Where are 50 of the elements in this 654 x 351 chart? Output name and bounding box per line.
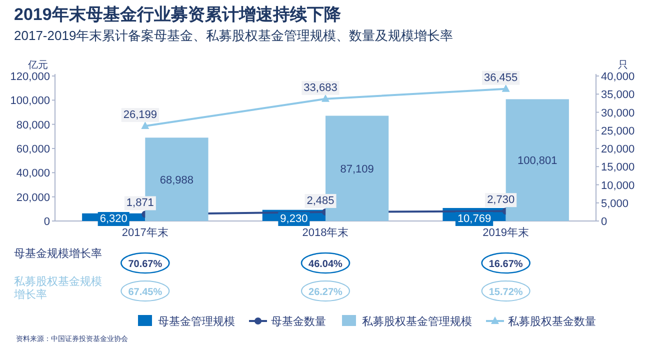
y2-tick-label: 35,000	[601, 89, 635, 102]
data-label: 2,485	[306, 194, 334, 207]
text: 15.72%	[488, 287, 523, 298]
x-tick-label: 2017年末	[122, 226, 168, 239]
point	[502, 84, 510, 92]
text: 母基金规模增长率	[14, 248, 103, 261]
y2-tick-label: 10,000	[601, 180, 635, 192]
chart-subtitle: 2017-2019年末累计备案母基金、私募股权基金管理规模、数量及规模增长率	[14, 28, 454, 43]
y2-tick-label: 30,000	[601, 107, 635, 120]
data-label: 9,230	[280, 213, 308, 225]
chart-title: 2019年末母基金行业募资累计增速持续下降	[14, 5, 342, 24]
data-label: 68,988	[160, 174, 194, 186]
y2-tick-label: 25,000	[601, 125, 635, 138]
y-tick-label: 100,000	[10, 95, 50, 108]
y-tick-label: 0	[44, 216, 50, 228]
text: 16.67%	[488, 259, 523, 270]
data-label: 36,455	[484, 72, 518, 84]
legend-label: 母基金管理规模	[158, 315, 235, 328]
x-tick-label: 2018年末	[302, 226, 349, 239]
legend-label: 母基金数量	[271, 315, 326, 328]
data-label: 87,109	[340, 163, 374, 176]
data-label: 1,871	[126, 197, 154, 210]
data-label: 100,801	[518, 155, 558, 168]
data-label: 6,320	[100, 213, 128, 225]
y2-tick-label: 40,000	[601, 71, 635, 83]
legend-label: 私募股权基金管理规模	[362, 315, 472, 328]
y-tick-label: 60,000	[16, 144, 50, 156]
y2-tick-label: 0	[601, 216, 608, 228]
y-tick-label: 120,000	[10, 71, 50, 83]
data-label: 10,769	[457, 213, 492, 225]
text: 26.27%	[308, 287, 343, 298]
y-tick-label: 20,000	[16, 192, 50, 204]
data-label: 26,199	[123, 109, 157, 122]
text: 67.45%	[128, 287, 162, 298]
y2-tick-label: 15,000	[601, 162, 635, 174]
y2-axis-title: 只	[618, 60, 628, 71]
text: 私募股权基金规模增长率	[14, 276, 103, 302]
point	[141, 122, 150, 130]
y2-tick-label: 20,000	[601, 144, 635, 156]
data-label: 33,683	[304, 82, 338, 94]
y2-tick-label: 5,000	[601, 198, 629, 210]
text: 46.04%	[308, 259, 343, 270]
x-tick-label: 2019年末	[482, 226, 530, 239]
data-label: 2,730	[487, 194, 515, 206]
legend-label: 私募股权基金数量	[508, 315, 596, 328]
text: 70.67%	[128, 259, 162, 270]
y-tick-label: 40,000	[16, 168, 50, 180]
y-axis-title: 亿元	[27, 60, 48, 71]
y-tick-label: 80,000	[16, 119, 50, 132]
point	[322, 94, 330, 102]
